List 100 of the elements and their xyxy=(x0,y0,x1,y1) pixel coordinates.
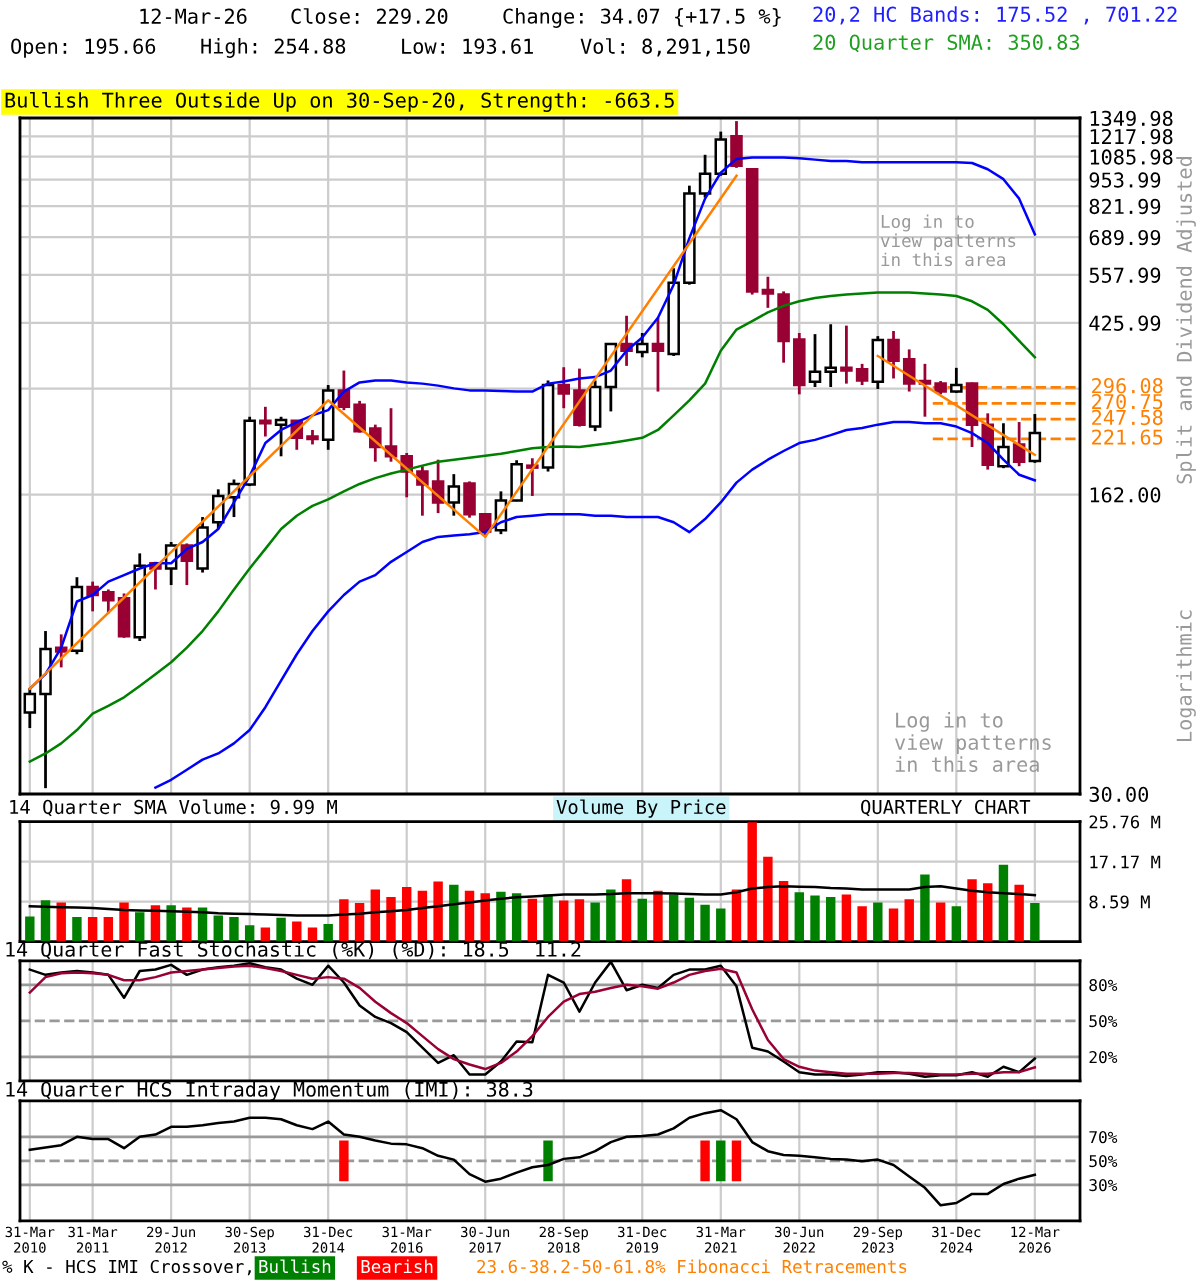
y-tick-label: 30.00 xyxy=(1089,786,1149,803)
candlestick xyxy=(259,405,272,438)
y-tick-label: 70% xyxy=(1089,1131,1118,1144)
candlestick xyxy=(526,456,539,498)
candlestick xyxy=(274,415,288,458)
bar xyxy=(496,891,506,942)
bar xyxy=(213,915,223,942)
y-tick-label: 8.59 M xyxy=(1089,895,1150,909)
text: Bullish xyxy=(259,1259,331,1274)
bar xyxy=(449,884,459,942)
bar xyxy=(339,899,349,942)
bar xyxy=(574,899,585,942)
candlestick xyxy=(1028,412,1042,465)
y-tick-label: 50% xyxy=(1089,1155,1118,1168)
y-tick-label: 20% xyxy=(1089,1051,1118,1064)
bar xyxy=(480,893,490,942)
bar xyxy=(935,902,946,942)
y-tick-label: 25.76 M xyxy=(1089,815,1161,829)
bar xyxy=(920,874,930,942)
bar xyxy=(967,879,977,942)
y-tick-label: 1349.98 xyxy=(1090,110,1173,127)
bar xyxy=(1014,884,1024,942)
text: Vol: 8,291,150 xyxy=(580,38,750,57)
y-tick-label: 80% xyxy=(1089,979,1118,992)
candlestick xyxy=(635,331,649,359)
y-tick-label: 30% xyxy=(1089,1179,1118,1192)
bar xyxy=(716,908,726,942)
annotation: Log in to view patterns in this area xyxy=(880,214,1016,267)
bar xyxy=(386,896,396,942)
text: Logarithmic xyxy=(1176,610,1196,742)
ref-line-label: 221.65 xyxy=(1092,429,1163,445)
bar xyxy=(370,889,381,942)
line-series xyxy=(28,884,1037,917)
bar xyxy=(904,899,914,942)
bar xyxy=(559,900,569,942)
y-tick-label: 17.17 M xyxy=(1090,855,1161,869)
bar xyxy=(543,894,553,942)
text: 20,2 HC Bands: 175.52 , 701.22 xyxy=(813,6,1177,25)
bar xyxy=(72,916,82,942)
bar xyxy=(182,907,192,942)
y-tick-label: 1217.98 xyxy=(1090,128,1173,145)
y-tick-label: 50% xyxy=(1089,1015,1118,1028)
candlestick xyxy=(447,472,461,518)
bar xyxy=(56,902,66,942)
bar xyxy=(873,902,883,942)
bar xyxy=(684,897,695,942)
bar xyxy=(794,892,805,942)
bar xyxy=(668,894,679,942)
bar xyxy=(747,822,757,942)
bar xyxy=(87,916,98,942)
bar xyxy=(292,921,302,942)
text: % K - HCS IMI Crossover, xyxy=(2,1259,251,1276)
bar xyxy=(401,887,412,942)
bar xyxy=(119,902,129,942)
y-tick-label: 689.99 xyxy=(1089,229,1161,246)
bar xyxy=(983,883,993,942)
bar xyxy=(825,896,836,942)
text: High: 254.88 xyxy=(201,38,346,58)
bar xyxy=(951,906,962,942)
candlestick xyxy=(196,515,209,574)
bar xyxy=(433,881,443,942)
bar xyxy=(25,916,35,942)
bar xyxy=(103,916,114,942)
text: Bearish xyxy=(361,1259,433,1274)
ref-line-label: 247.58 xyxy=(1092,409,1163,426)
bar xyxy=(857,906,867,942)
bar xyxy=(527,898,538,942)
bar xyxy=(323,923,333,942)
bar xyxy=(606,889,616,942)
bar xyxy=(637,898,647,942)
bar xyxy=(810,895,820,942)
text: 14 Quarter SMA Volume: 9.99 M xyxy=(10,799,337,817)
line-series xyxy=(28,174,738,690)
candlestick xyxy=(730,119,743,170)
bar xyxy=(590,902,600,942)
candlestick xyxy=(588,379,602,433)
bar xyxy=(763,856,773,942)
bar xyxy=(998,864,1009,942)
bar xyxy=(621,879,632,942)
bar xyxy=(244,925,255,942)
text: 23.6-38.2-50-61.8% Fibonacci Retracements xyxy=(477,1259,907,1274)
bar xyxy=(700,904,710,942)
text: Volume By Price xyxy=(556,799,726,818)
bar xyxy=(888,908,899,942)
text: Bullish Three Outside Up on 30-Sep-20, Strength: -663.5 xyxy=(5,92,674,112)
candlestick xyxy=(950,366,963,395)
annotation: Log in to view patterns in this area xyxy=(894,712,1051,773)
text: Low: 193.61 xyxy=(402,38,533,54)
bar xyxy=(464,890,475,942)
ref-line-label: 296.08 xyxy=(1092,378,1163,394)
text: QUARTERLY CHART xyxy=(861,799,1031,817)
bar xyxy=(229,916,239,942)
candlestick xyxy=(510,458,523,503)
y-tick-label: 162.00 xyxy=(1090,487,1161,503)
ref-line-label: 270.75 xyxy=(1092,393,1163,410)
candlestick xyxy=(651,316,665,393)
bar xyxy=(841,894,852,942)
bar xyxy=(1030,902,1040,942)
candlestick xyxy=(871,334,885,391)
y-tick-label: 1085.98 xyxy=(1090,149,1173,165)
